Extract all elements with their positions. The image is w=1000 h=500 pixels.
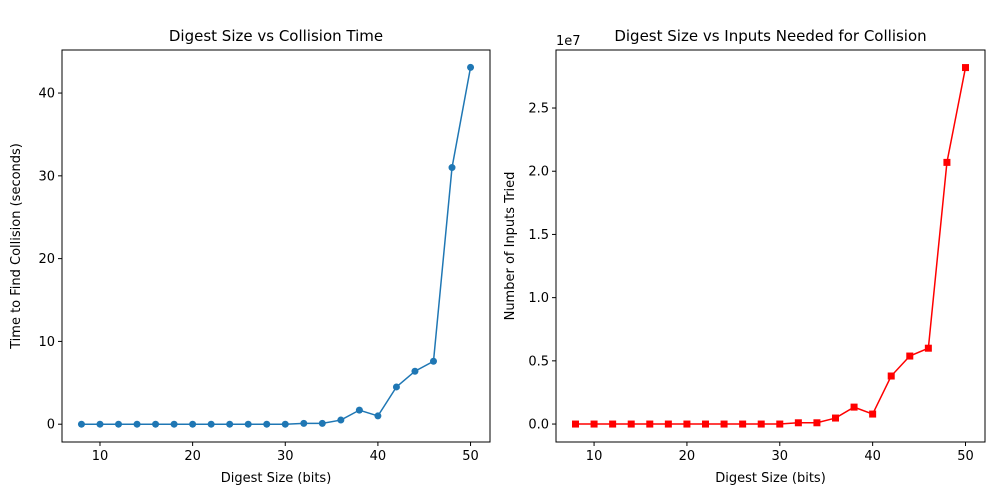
y-tick-label: 10 bbox=[38, 335, 55, 350]
y-tick-label: 1.0 bbox=[528, 291, 549, 306]
data-point bbox=[170, 420, 178, 428]
data-line bbox=[81, 67, 472, 425]
data-point bbox=[906, 352, 914, 360]
plot-frame bbox=[61, 49, 491, 443]
data-point bbox=[429, 357, 437, 365]
data-point bbox=[226, 420, 234, 428]
x-tick-label: 20 bbox=[184, 449, 201, 464]
data-line bbox=[575, 67, 967, 425]
plot-frame bbox=[555, 49, 986, 443]
x-axis-label: Digest Size (bits) bbox=[715, 471, 826, 486]
data-point bbox=[263, 420, 271, 428]
data-point bbox=[244, 420, 252, 428]
x-tick-label: 40 bbox=[370, 449, 387, 464]
y-tick-label: 2.0 bbox=[528, 165, 549, 180]
data-point bbox=[869, 410, 877, 418]
data-point bbox=[337, 416, 345, 424]
x-tick-label: 50 bbox=[957, 449, 974, 464]
data-point bbox=[757, 420, 765, 428]
x-tick-label: 20 bbox=[679, 449, 696, 464]
x-axis-label: Digest Size (bits) bbox=[221, 471, 332, 486]
data-point bbox=[702, 420, 709, 428]
y-offset-label: 1e7 bbox=[556, 34, 581, 49]
chart-title: Digest Size vs Collision Time bbox=[169, 27, 383, 45]
data-point bbox=[887, 372, 895, 380]
x-tick-label: 30 bbox=[772, 449, 789, 464]
data-point bbox=[943, 158, 951, 166]
y-tick-label: 30 bbox=[38, 169, 55, 184]
y-tick-label: 0.5 bbox=[528, 354, 549, 369]
data-point bbox=[572, 420, 579, 428]
data-point bbox=[133, 420, 141, 428]
chart-title: Digest Size vs Inputs Needed for Collisi… bbox=[614, 27, 926, 45]
data-point bbox=[609, 420, 617, 428]
data-point bbox=[590, 420, 598, 428]
y-axis-label: Time to Find Collision (seconds) bbox=[9, 143, 24, 350]
data-point bbox=[448, 164, 456, 172]
y-tick-label: 40 bbox=[38, 87, 55, 102]
data-point bbox=[77, 420, 85, 428]
data-point bbox=[189, 420, 197, 428]
data-point bbox=[467, 63, 475, 71]
data-point bbox=[739, 420, 747, 428]
x-tick-label: 30 bbox=[277, 449, 294, 464]
data-point bbox=[683, 420, 691, 428]
data-point bbox=[411, 367, 419, 375]
data-point bbox=[115, 420, 123, 428]
y-tick-label: 0.0 bbox=[528, 418, 549, 433]
data-point bbox=[207, 420, 215, 428]
data-point bbox=[627, 420, 635, 428]
data-point bbox=[392, 383, 400, 391]
data-point bbox=[300, 419, 308, 427]
data-point bbox=[924, 344, 932, 352]
x-tick-label: 10 bbox=[586, 449, 603, 464]
x-tick-label: 40 bbox=[864, 449, 881, 464]
data-point bbox=[813, 419, 821, 427]
data-point bbox=[318, 419, 326, 427]
y-tick-label: 2.5 bbox=[528, 102, 549, 117]
data-point bbox=[832, 414, 839, 422]
x-tick-label: 50 bbox=[462, 449, 479, 464]
data-point bbox=[96, 420, 104, 428]
data-point bbox=[720, 420, 728, 428]
data-point bbox=[355, 406, 363, 414]
y-tick-label: 1.5 bbox=[528, 228, 549, 243]
data-point bbox=[776, 420, 784, 428]
data-point bbox=[794, 419, 802, 427]
data-point bbox=[850, 403, 858, 411]
data-point bbox=[152, 420, 160, 428]
data-point bbox=[664, 420, 672, 428]
data-point bbox=[374, 412, 382, 420]
data-point bbox=[962, 64, 969, 72]
x-tick-label: 10 bbox=[92, 449, 109, 464]
y-tick-label: 0 bbox=[47, 418, 55, 433]
y-axis-label: Number of Inputs Tried bbox=[503, 172, 518, 321]
data-point bbox=[281, 420, 289, 428]
y-tick-label: 20 bbox=[38, 252, 55, 267]
data-point bbox=[646, 420, 654, 428]
